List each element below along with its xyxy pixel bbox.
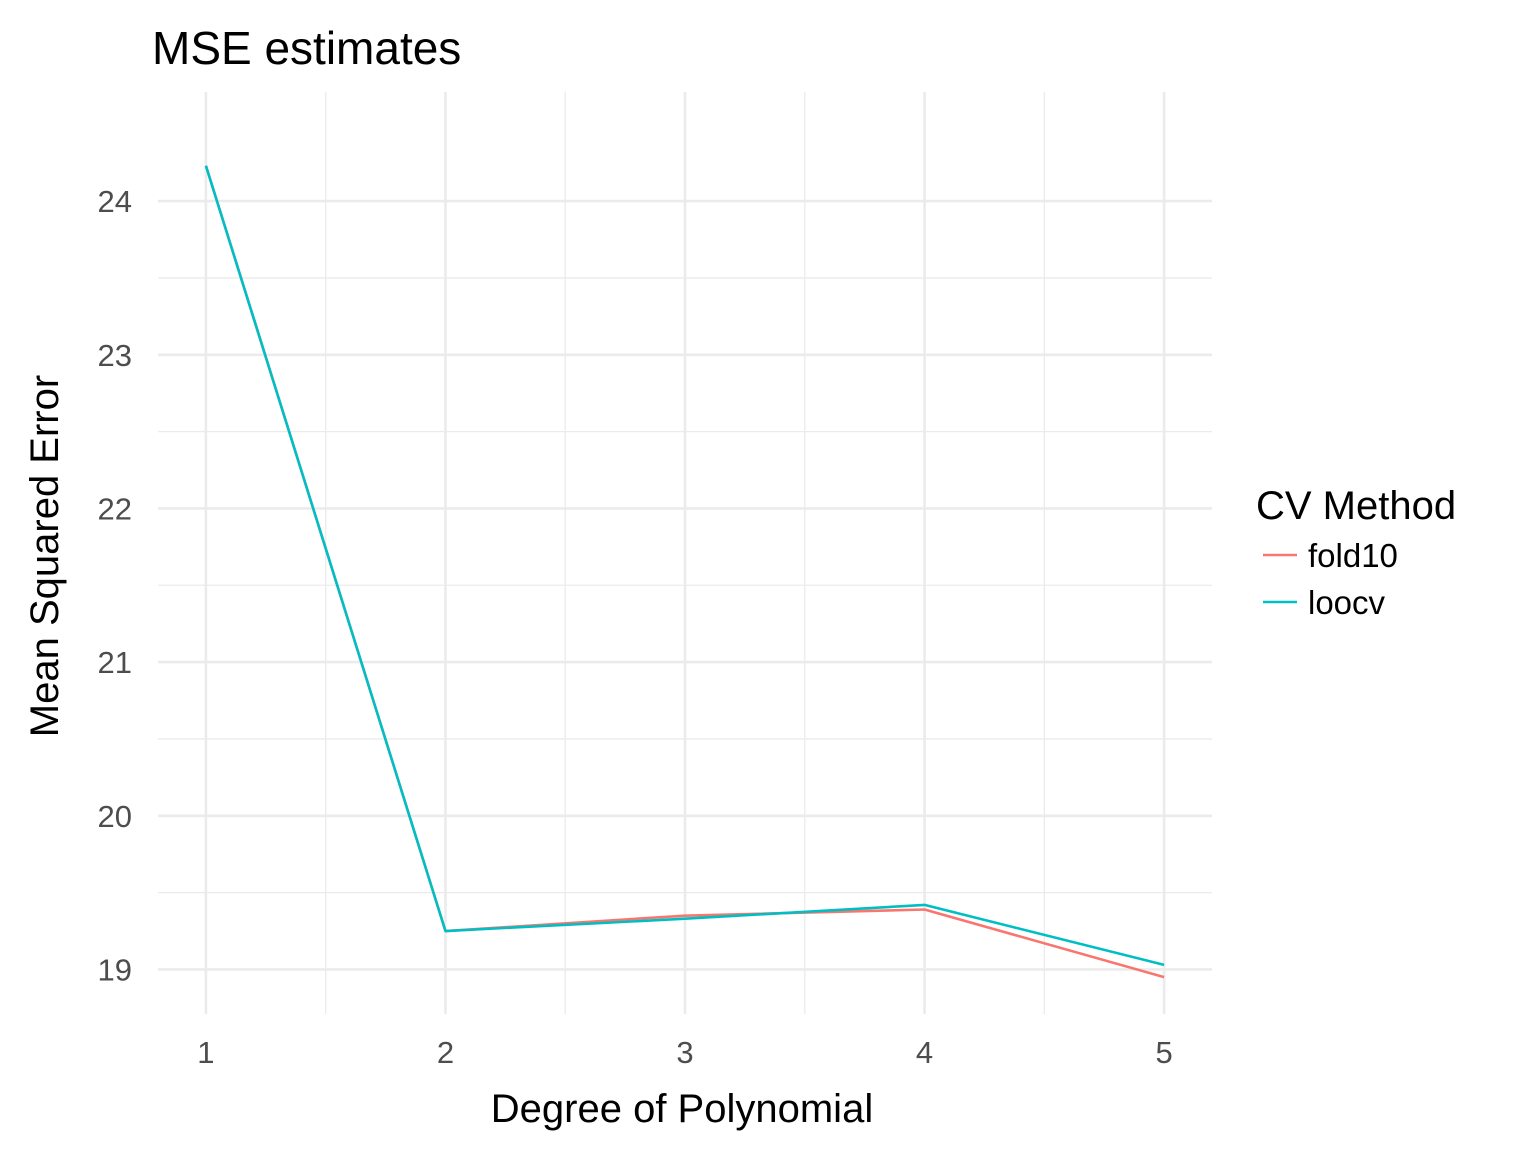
legend-title: CV Method — [1256, 484, 1456, 528]
y-tick-label: 19 — [98, 952, 132, 987]
y-tick-label: 24 — [98, 184, 132, 219]
legend-label-loocv: loocv — [1308, 584, 1386, 621]
y-tick-label: 22 — [98, 491, 132, 526]
x-tick-label: 2 — [437, 1035, 454, 1070]
legend: CV Method fold10 loocv — [1256, 484, 1456, 621]
x-tick-labels: 1 2 3 4 5 — [197, 1035, 1172, 1070]
grid-layer — [158, 92, 1212, 1014]
x-tick-label: 4 — [916, 1035, 933, 1070]
legend-items: fold10 loocv — [1263, 537, 1398, 621]
legend-item-fold10: fold10 — [1263, 537, 1398, 574]
y-tick-label: 23 — [98, 338, 132, 373]
y-tick-labels: 19 20 21 22 23 24 — [98, 184, 132, 987]
chart-title: MSE estimates — [152, 22, 461, 74]
y-tick-label: 21 — [98, 645, 132, 680]
x-tick-label: 5 — [1155, 1035, 1172, 1070]
x-tick-label: 1 — [197, 1035, 214, 1070]
legend-item-loocv: loocv — [1263, 584, 1386, 621]
series-layer — [204, 165, 1165, 979]
y-axis-title: Mean Squared Error — [23, 375, 67, 737]
series-line-loocv — [204, 165, 1165, 967]
legend-label-fold10: fold10 — [1308, 537, 1398, 574]
x-axis-title: Degree of Polynomial — [491, 1087, 873, 1131]
y-tick-label: 20 — [98, 799, 132, 834]
x-tick-label: 3 — [676, 1035, 693, 1070]
